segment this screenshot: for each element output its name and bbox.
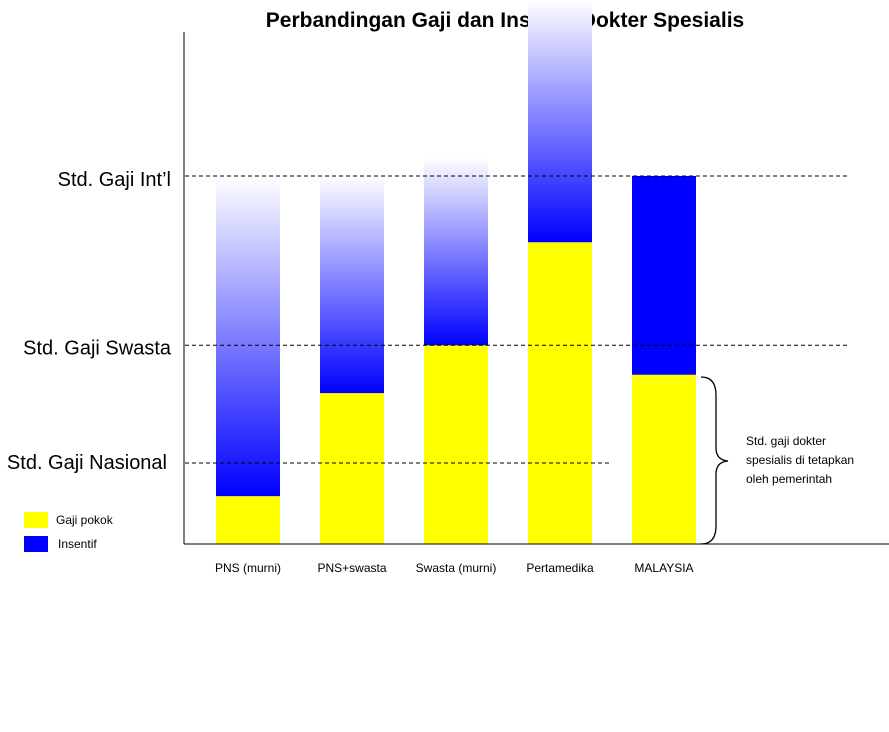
- annotation-line-2: spesialis di tetapkan: [746, 453, 854, 467]
- bar-gaji-pokok-malaysia: [632, 374, 696, 544]
- x-tick-label-pns-swasta: PNS+swasta: [317, 561, 386, 575]
- bar-insentif-malaysia: [632, 176, 696, 375]
- reference-label-std-gaji-int-l: Std. Gaji Int’l: [58, 169, 171, 191]
- bar-gaji-pokok-swasta-murni: [424, 345, 488, 544]
- bars-layer: [216, 0, 696, 545]
- bar-gaji-pokok-pns-murni: [216, 496, 280, 544]
- x-tick-label-swasta-murni: Swasta (murni): [416, 561, 497, 575]
- x-tick-label-malaysia: MALAYSIA: [634, 561, 693, 575]
- bar-insentif-swasta-murni: [424, 157, 488, 346]
- x-tick-labels: PNS (murni) PNS+swasta Swasta (murni) Perta…: [215, 561, 694, 575]
- annotation: Std. gaji dokter spesialis di tetapkan o…: [700, 376, 854, 545]
- bar-insentif-pertamedika: [528, 0, 592, 243]
- annotation-line-1: Std. gaji dokter: [746, 434, 826, 448]
- legend: Gaji pokok Insentif: [24, 512, 114, 552]
- legend-label-gaji-pokok: Gaji pokok: [56, 513, 114, 527]
- reference-lines-layer: Std. Gaji Nasional Std. Gaji Swasta Std. G…: [7, 169, 848, 474]
- bar-insentif-pns-swasta: [320, 176, 384, 394]
- bar-gaji-pokok-pns-swasta: [320, 393, 384, 544]
- bar-gaji-pokok-pertamedika: [528, 242, 592, 545]
- reference-label-std-gaji-nasional: Std. Gaji Nasional: [7, 452, 167, 474]
- reference-label-std-gaji-swasta: Std. Gaji Swasta: [23, 337, 172, 359]
- x-tick-label-pns-murni: PNS (murni): [215, 561, 281, 575]
- annotation-line-3: oleh pemerintah: [746, 472, 832, 486]
- chart-title: Perbandingan Gaji dan Insentif Dokter Sp…: [266, 9, 744, 32]
- bar-insentif-pns-murni: [216, 176, 280, 497]
- annotation-brace: [700, 376, 729, 545]
- legend-label-insentif: Insentif: [58, 537, 97, 551]
- x-tick-label-pertamedika: Pertamedika: [526, 561, 594, 575]
- legend-swatch-gaji-pokok: [24, 512, 48, 528]
- legend-swatch-insentif: [24, 536, 48, 552]
